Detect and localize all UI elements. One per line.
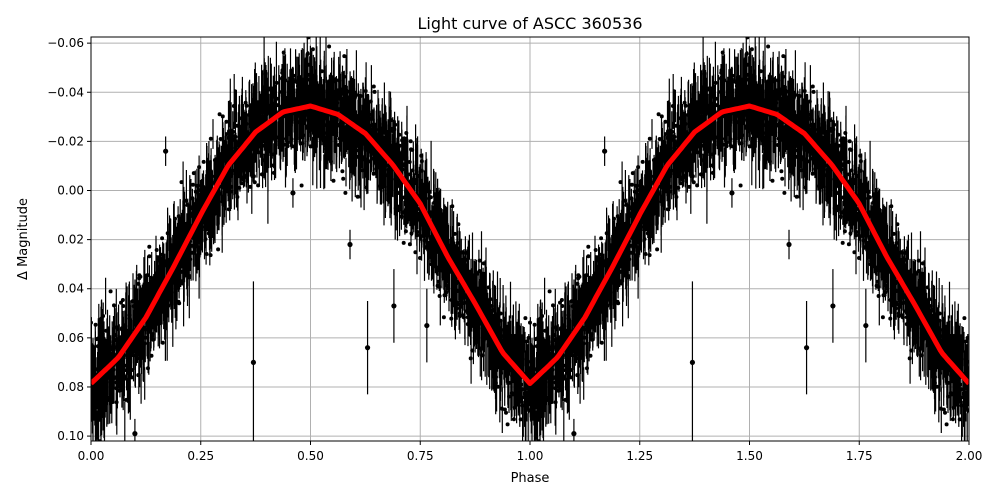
outlier-point (364, 345, 371, 351)
y-tick-label: 0.08 (57, 380, 84, 394)
y-tick-label: −0.06 (47, 36, 84, 50)
binned-curve (91, 103, 969, 386)
x-tick-label: 1.75 (846, 449, 873, 463)
outlier-point (424, 322, 430, 329)
x-axis-ticks: 0.00 0.25 0.50 0.75 1.00 1.25 1.50 1.75 2.00 (78, 441, 983, 463)
y-tick-label: 0.02 (57, 233, 84, 247)
x-tick-label: 0.00 (78, 449, 105, 463)
y-tick-label: −0.02 (47, 134, 84, 148)
outlier-point (571, 431, 577, 437)
outlier-point (729, 190, 735, 196)
outlier-point (863, 322, 869, 329)
y-tick-label: 0.06 (57, 331, 84, 345)
chart-title: Light curve of ASCC 360536 (417, 14, 642, 33)
x-tick-label: 2.00 (956, 449, 983, 463)
outlier-point (163, 148, 169, 154)
y-tick-label: 0.04 (57, 282, 84, 296)
x-tick-label: 0.75 (407, 449, 434, 463)
y-tick-label: 0.00 (57, 183, 84, 197)
outlier-point (830, 303, 836, 309)
outlier-point (786, 241, 792, 248)
outlier-point (132, 431, 138, 437)
outlier-point (250, 359, 257, 366)
x-tick-label: 1.25 (626, 449, 653, 463)
y-axis-ticks: −0.06 −0.04 −0.02 0.00 0.02 0.04 0.06 0.08 0.10 (47, 36, 91, 443)
y-tick-label: −0.04 (47, 85, 84, 99)
y-axis-label: Δ Magnitude (16, 198, 31, 280)
outlier-point (689, 359, 696, 366)
x-tick-label: 0.25 (187, 449, 214, 463)
outlier-point (290, 190, 296, 196)
outlier-point (803, 345, 810, 351)
data-points (91, 37, 969, 441)
outlier-point (602, 148, 608, 154)
outlier-point (347, 241, 353, 248)
x-tick-label: 1.50 (736, 449, 763, 463)
outlier-point (391, 303, 397, 309)
x-tick-label: 1.00 (517, 449, 544, 463)
binned-curve-line (91, 103, 969, 386)
x-axis-label: Phase (511, 471, 550, 486)
y-tick-label: 0.10 (57, 429, 84, 443)
x-tick-label: 0.50 (297, 449, 324, 463)
